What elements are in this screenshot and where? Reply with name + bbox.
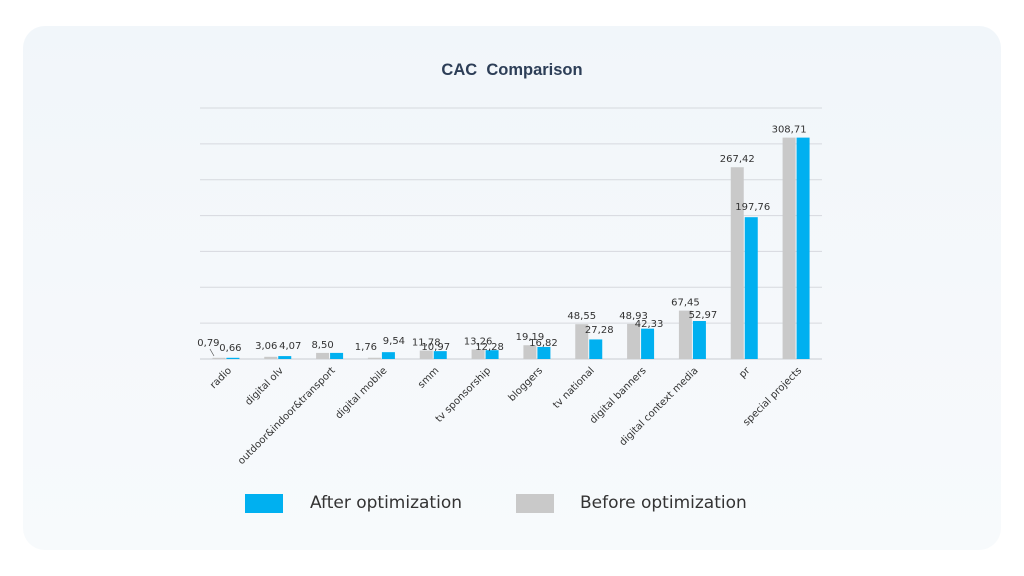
category-label: tv national: [551, 365, 597, 411]
data-label-before: 48,93: [619, 311, 648, 322]
bar-after: [433, 351, 447, 359]
category-label: outdoor&indoor&transport: [236, 365, 338, 467]
data-label-before: 67,45: [671, 298, 700, 309]
category-label: digital banners: [588, 365, 649, 426]
bar-before: [264, 356, 278, 359]
bar-after: [744, 217, 758, 359]
category-label: radio: [208, 365, 234, 391]
bar-after: [589, 339, 603, 359]
chart-title: CAC Comparison: [441, 61, 583, 79]
category-label: pr: [737, 365, 753, 381]
data-label-after: 52,97: [689, 310, 718, 321]
legend-swatch-before: [516, 494, 554, 513]
data-label-before: 308,71: [772, 125, 807, 136]
data-label-after: 0,66: [219, 343, 241, 354]
data-label-before: 8,50: [311, 340, 333, 351]
bar-before: [471, 349, 485, 359]
bar-before: [627, 323, 641, 359]
legend-label-before: Before optimization: [580, 493, 747, 513]
category-label: special projects: [741, 365, 804, 428]
bar-after: [692, 321, 706, 359]
bar-before: [212, 357, 226, 359]
bar-before: [523, 345, 537, 359]
category-label: smm: [416, 365, 441, 390]
legend-swatch-after: [245, 494, 283, 513]
data-label-before: 19,19: [516, 332, 545, 343]
data-label-before: 13,26: [464, 336, 493, 347]
data-label-before: 48,55: [567, 311, 596, 322]
data-label-after: 4,07: [279, 341, 301, 352]
data-label-after: 16,82: [529, 338, 558, 349]
bar-after: [330, 352, 344, 359]
data-label-after: 42,33: [635, 319, 664, 330]
bar-before: [782, 137, 796, 359]
data-label-before: 3,06: [255, 341, 277, 352]
bar-after: [641, 328, 655, 359]
bar-after: [485, 350, 499, 359]
data-label-before: 1,76: [355, 342, 377, 353]
data-label-after: 9,54: [383, 336, 405, 347]
bar-before: [730, 167, 744, 359]
bar-before: [316, 352, 330, 359]
data-label-before: 11,78: [412, 338, 441, 349]
bar-before: [367, 357, 381, 359]
bar-before: [678, 310, 692, 359]
bar-after: [796, 137, 810, 359]
label-leader-line: [209, 348, 215, 357]
bar-before: [575, 324, 589, 359]
data-label-before: 0,79: [197, 338, 219, 349]
category-label: bloggers: [507, 365, 545, 403]
category-label: tv sponsorship: [434, 365, 494, 425]
data-label-before: 267,42: [720, 154, 755, 165]
bar-after: [537, 346, 551, 359]
legend-label-after: After optimization: [310, 493, 462, 513]
bar-before: [419, 350, 433, 359]
category-label: digital mobile: [334, 365, 390, 421]
category-label: digital olv: [243, 365, 286, 408]
data-label-after: 27,28: [585, 325, 614, 336]
bar-after: [226, 357, 240, 359]
data-label-after: 10,97: [421, 342, 450, 353]
data-label-after: 12,28: [475, 342, 504, 353]
data-label-after: 197,76: [735, 202, 770, 213]
chart-card: [23, 26, 1001, 550]
bar-after: [381, 352, 395, 359]
bar-after: [278, 356, 292, 359]
